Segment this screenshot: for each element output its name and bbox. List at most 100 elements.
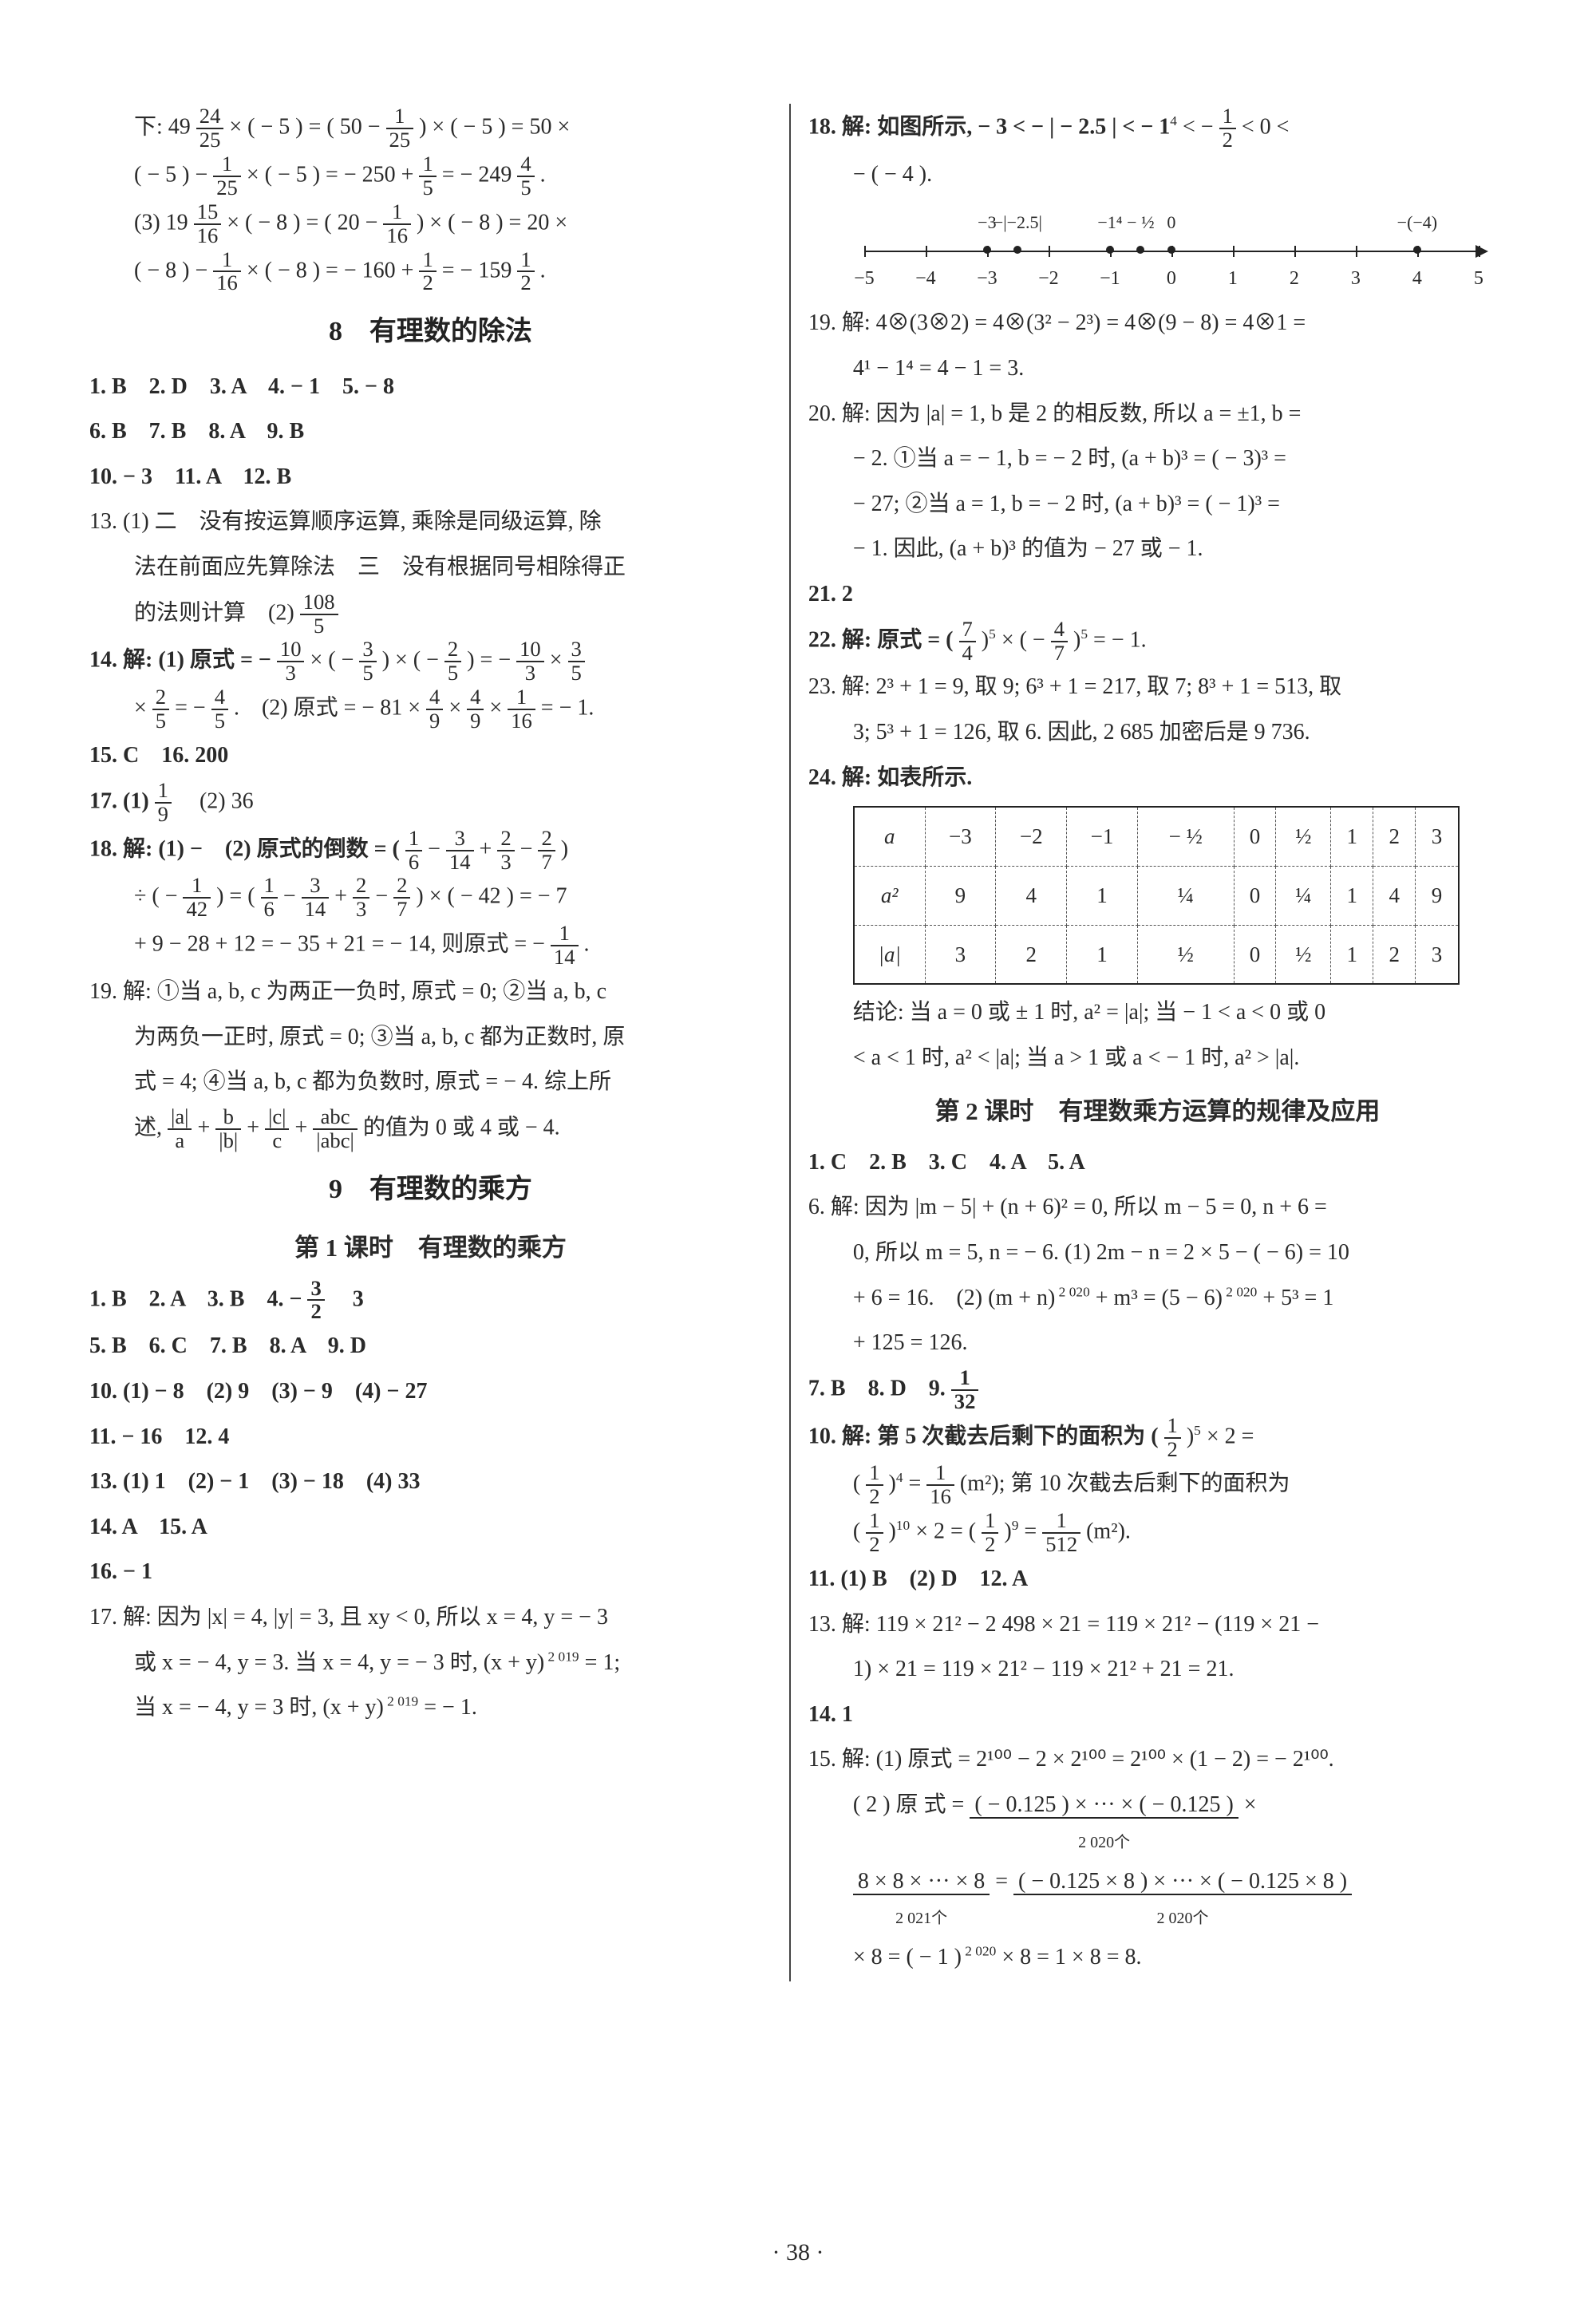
n: 7 bbox=[959, 618, 976, 642]
n: 3 bbox=[307, 1278, 324, 1302]
text: ÷ ( − 142 ) = ( 16 − 314 + 23 − 27 ) × (… bbox=[89, 875, 772, 921]
n: 1 bbox=[551, 922, 579, 946]
n: abc bbox=[313, 1106, 358, 1130]
d: 7 bbox=[538, 851, 555, 874]
top-label: 0 bbox=[1167, 206, 1175, 240]
underbrace: ( − 0.125 ) × ··· × ( − 0.125 )2 020个 bbox=[970, 1784, 1238, 1859]
t: ) bbox=[1187, 1424, 1194, 1448]
cell: ½ bbox=[1137, 925, 1234, 984]
d: 14 bbox=[551, 946, 579, 969]
table-row: |a|321½0½123 bbox=[854, 925, 1459, 984]
d: 25 bbox=[196, 129, 224, 152]
t: = − 1. bbox=[541, 696, 595, 721]
frac: 47 bbox=[1051, 618, 1068, 665]
arrow-icon bbox=[1476, 245, 1488, 258]
n: 3 bbox=[302, 875, 330, 899]
frac: 12 bbox=[866, 1510, 883, 1556]
t: + m³ = (5 − 6) bbox=[1096, 1286, 1223, 1310]
frac: 25 bbox=[444, 638, 461, 685]
t: = bbox=[995, 1869, 1013, 1894]
d: 5 bbox=[359, 662, 376, 685]
cell: ½ bbox=[1276, 925, 1331, 984]
cell: a² bbox=[854, 866, 925, 925]
text: ( 12 )4 = 116 (m²); 第 10 次截去后剩下的面积为 bbox=[808, 1462, 1507, 1508]
t: = 1; bbox=[585, 1650, 621, 1675]
frac: 125 bbox=[213, 153, 241, 199]
t: 18. 解: (1) − (2) 原式的倒数 = ( bbox=[89, 836, 405, 861]
tick bbox=[1294, 246, 1296, 257]
t: ( − 0.125 × 8 ) × ··· × ( − 0.125 × 8 ) bbox=[1013, 1869, 1352, 1895]
cell: 9 bbox=[1416, 866, 1459, 925]
text: 式 = 4; ④当 a, b, c 都为负数时, 原式 = − 4. 综上所 bbox=[89, 1061, 772, 1104]
answers: 1. B 2. A 3. B 4. − 32 3 bbox=[89, 1278, 772, 1324]
frac: 16 bbox=[261, 875, 278, 921]
t: ( − 5 ) − bbox=[134, 162, 213, 187]
answers: 7. B 8. D 9. 132 bbox=[808, 1367, 1507, 1413]
t: + bbox=[197, 1115, 215, 1140]
tick bbox=[1049, 246, 1050, 257]
n: 4 bbox=[517, 153, 534, 177]
dot bbox=[1013, 246, 1021, 254]
dot bbox=[1136, 246, 1144, 254]
frac: 16 bbox=[405, 828, 422, 874]
frac: 2425 bbox=[196, 105, 224, 152]
d: 3 bbox=[516, 662, 544, 685]
t: 18. 解: 如图所示, − 3 < − | − 2.5 | < − 1 bbox=[808, 114, 1170, 139]
d: 6 bbox=[405, 851, 422, 874]
n: 10 bbox=[516, 638, 544, 662]
cell: 4 bbox=[996, 866, 1067, 925]
d: 16 bbox=[383, 225, 411, 247]
cell: 1 bbox=[1067, 925, 1138, 984]
t: × bbox=[1244, 1792, 1257, 1817]
frac: 12 bbox=[517, 249, 534, 295]
text: 6. 解: 因为 |m − 5| + (n + 6)² = 0, 所以 m − … bbox=[808, 1186, 1507, 1230]
n: |c| bbox=[265, 1106, 289, 1130]
t: 下: 49 bbox=[134, 114, 191, 139]
text: 10. 解: 第 5 次截去后剩下的面积为 ( 12 )5 × 2 = bbox=[808, 1415, 1507, 1461]
text: 4¹ − 1⁴ = 4 − 1 = 3. bbox=[808, 347, 1507, 391]
d: 3 bbox=[277, 662, 305, 685]
answers: 5. B 6. C 7. B 8. A 9. D bbox=[89, 1325, 772, 1369]
t: ÷ ( − bbox=[134, 884, 183, 909]
t: 17. (1) bbox=[89, 788, 155, 813]
answers: 11. − 16 12. 4 bbox=[89, 1416, 772, 1460]
frac: 103 bbox=[516, 638, 544, 685]
text: ( 12 )10 × 2 = ( 12 )9 = 1512 (m²). bbox=[808, 1510, 1507, 1556]
t: 的值为 0 或 4 或 − 4. bbox=[363, 1115, 560, 1140]
cell: 1 bbox=[1331, 866, 1373, 925]
text: 的法则计算 (2) 1085 bbox=[89, 591, 772, 638]
t: + bbox=[294, 1115, 313, 1140]
n: |a| bbox=[168, 1106, 192, 1130]
tick-label: −1 bbox=[1100, 260, 1120, 298]
d: 2 bbox=[866, 1534, 883, 1556]
t: 22. 解: 原式 = ( bbox=[808, 627, 959, 652]
n: 4 bbox=[1051, 618, 1068, 642]
sup: 2 020 bbox=[1055, 1284, 1089, 1299]
text: + 6 = 16. (2) (m + n) 2 020 + m³ = (5 − … bbox=[808, 1277, 1507, 1321]
cell: ¼ bbox=[1276, 866, 1331, 925]
cell: 1 bbox=[1331, 925, 1373, 984]
d: 25 bbox=[213, 177, 241, 199]
d: 5 bbox=[444, 662, 461, 685]
top-label: −1⁴ bbox=[1097, 206, 1122, 240]
t: 2 020个 bbox=[1013, 1903, 1352, 1934]
underbrace: ( − 0.125 × 8 ) × ··· × ( − 0.125 × 8 ) 2… bbox=[1013, 1860, 1352, 1935]
n: 15 bbox=[194, 201, 222, 225]
page-number: · 38 · bbox=[0, 2230, 1596, 2277]
t: 或 x = − 4, y = 3. 当 x = 4, y = − 3 时, (x… bbox=[134, 1650, 544, 1675]
answers: 16. − 1 bbox=[89, 1551, 772, 1594]
n: 2 bbox=[538, 828, 555, 851]
frac: 1085 bbox=[300, 591, 338, 638]
sup: 2 020 bbox=[1223, 1284, 1257, 1299]
cell: 0 bbox=[1234, 866, 1276, 925]
d: 2 bbox=[517, 272, 534, 294]
answers: 6. B 7. B 8. A 9. B bbox=[89, 410, 772, 454]
d: 2 bbox=[1219, 129, 1236, 152]
t: ) bbox=[1073, 627, 1080, 652]
frac: 35 bbox=[568, 638, 585, 685]
text: ( − 8 ) − 116 × ( − 8 ) = − 160 + 12 = −… bbox=[89, 249, 772, 295]
t: − bbox=[428, 836, 446, 861]
frac: |a|a bbox=[168, 1106, 192, 1152]
t: ) bbox=[1004, 1519, 1011, 1544]
t: × ( − 8 ) = ( 20 − bbox=[227, 210, 383, 235]
